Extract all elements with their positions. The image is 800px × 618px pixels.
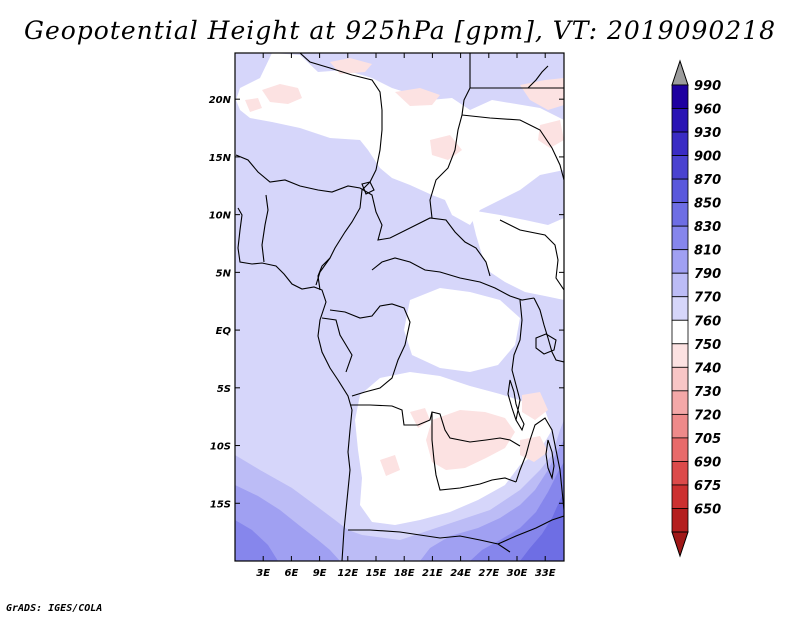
field-760-770-east (470, 210, 564, 300)
colorbar-bottom-arrow (671, 531, 689, 558)
colorbar-label: 760 (694, 314, 721, 329)
colorbar-label: 740 (694, 361, 721, 376)
colorbar-segment (671, 437, 689, 462)
map-frame (234, 52, 565, 562)
lake-victoria (535, 333, 557, 355)
colorbar-label: 790 (694, 267, 721, 282)
colorbar-segment (671, 296, 689, 321)
border-east-africa (533, 297, 564, 363)
lon-tick-label: 3E (256, 568, 270, 579)
colorbar-label: 850 (694, 197, 721, 212)
colorbar-segment (671, 343, 689, 368)
colorbar-segment (671, 155, 689, 180)
colorbar-segment (671, 366, 689, 392)
lake-tanganyika (507, 379, 525, 432)
lat-tick-label: 5S (217, 384, 231, 395)
zambia-namibia-border (497, 515, 564, 545)
colorbar-label: 650 (694, 502, 721, 517)
colorbar-segment (671, 390, 689, 415)
border-car (371, 257, 535, 301)
border-chad-sudan (429, 53, 471, 219)
lat-tick-label: 20N (209, 95, 232, 106)
border-sudan-south (499, 219, 564, 291)
colorbar-label: 930 (694, 126, 721, 141)
colorbar-label: 810 (694, 244, 721, 259)
colorbar-segment (671, 272, 689, 298)
credit-text: GrADS: IGES/COLA (6, 603, 103, 614)
colorbar-label: 900 (694, 150, 721, 165)
field-850-870-east (520, 492, 564, 561)
lon-tick-label: 12E (337, 568, 358, 579)
border-congo (329, 303, 411, 397)
colorbar-label: 770 (694, 291, 721, 306)
border-zambia-east (515, 417, 564, 511)
lake-chad (361, 181, 375, 195)
lat-tick-label: 15N (209, 153, 232, 164)
border-nigeria (261, 194, 269, 263)
lat-tick-label: 10S (210, 442, 231, 453)
lat-tick-label: 10N (209, 211, 232, 222)
colorbar-label: 730 (694, 385, 721, 400)
lat-tick-label: EQ (216, 326, 232, 337)
colorbar-segment (671, 484, 689, 509)
field-750-760 (245, 58, 564, 476)
coastline-west (237, 207, 353, 561)
lon-tick-label: 6E (285, 568, 299, 579)
field-830-850 (235, 520, 278, 561)
lon-tick-label: 15E (366, 568, 387, 579)
colorbar-label: 675 (694, 479, 721, 494)
lon-tick-label: 9E (313, 568, 327, 579)
colorbar-label: 690 (694, 455, 721, 470)
lon-tick-label: 30E (507, 568, 528, 579)
colorbar-label: 750 (694, 338, 721, 353)
colorbar-segment (671, 508, 689, 533)
longitude-axis: 3E 6E 9E 12E 15E 18E 21E 24E 27E 30E 33E (256, 53, 556, 579)
border-drc-angola (350, 404, 521, 447)
colorbar-segment (671, 249, 689, 274)
border-sudan-east (461, 114, 564, 181)
map-borders (235, 53, 564, 561)
colorbar-segment (671, 202, 689, 227)
northeast-coast (527, 65, 549, 89)
field-790-810 (235, 420, 564, 561)
colorbar-segment (671, 461, 689, 486)
lon-tick-label: 27E (478, 568, 499, 579)
lat-tick-label: 5N (216, 268, 232, 279)
colorbar-label: 705 (694, 432, 721, 447)
border-gabon (321, 317, 353, 373)
colorbar-label: 830 (694, 220, 721, 235)
colorbar-segment (671, 108, 689, 133)
colorbar-segment (671, 413, 689, 439)
border-sahel (235, 154, 491, 277)
border-angola-zambia (431, 412, 517, 491)
colorbar-top-arrow (671, 59, 689, 86)
lon-tick-label: 24E (450, 568, 471, 579)
field-760-770-center (404, 288, 520, 372)
lat-tick-label: 15S (210, 499, 231, 510)
lake-malawi (545, 439, 555, 481)
lon-tick-label: 33E (535, 568, 556, 579)
colorbar-label: 960 (694, 103, 721, 118)
field-760-770-north (236, 53, 564, 225)
colorbar-label: 720 (694, 408, 721, 423)
lon-tick-label: 21E (422, 568, 443, 579)
border-north (299, 53, 383, 291)
colorbar-segment (671, 225, 689, 251)
border-angola-namibia (348, 529, 511, 553)
colorbar-segment (671, 131, 689, 156)
latitude-axis: 20N 15N 10N 5N EQ 5S 10S 15S (209, 95, 564, 510)
lon-tick-label: 18E (394, 568, 415, 579)
chart-title: Geopotential Height at 925hPa [gpm], VT:… (23, 16, 777, 45)
colorbar: 990 960 930 900 870 850 830 810 790 770 760 750 740 7… (671, 59, 721, 558)
colorbar-label: 870 (694, 173, 721, 188)
colorbar-segment (671, 178, 689, 204)
colorbar-segment (671, 319, 689, 345)
colorbar-label: 990 (694, 79, 721, 94)
colorbar-segment (671, 84, 689, 109)
border-uganda (511, 299, 523, 421)
border-nigeria-cameroon (315, 257, 331, 286)
